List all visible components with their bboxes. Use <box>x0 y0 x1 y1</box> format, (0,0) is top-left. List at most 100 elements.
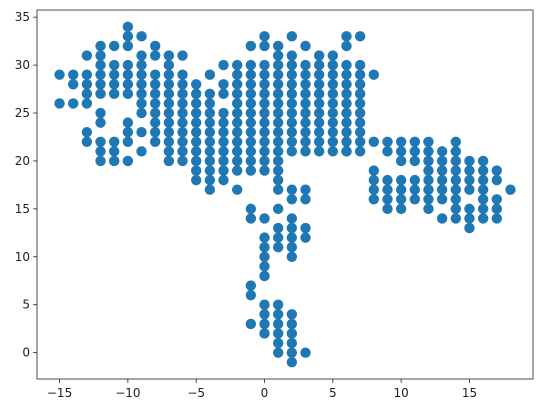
y-tick-label: 30 <box>15 58 30 72</box>
scatter-point <box>122 88 134 100</box>
scatter-point <box>409 155 421 167</box>
scatter-point <box>231 184 243 195</box>
x-tick-label: −5 <box>187 386 205 400</box>
scatter-point <box>218 88 229 100</box>
scatter-point <box>286 184 298 195</box>
scatter-point <box>122 59 134 71</box>
scatter-point <box>354 117 366 128</box>
scatter-point <box>245 107 257 119</box>
scatter-point <box>313 107 325 119</box>
scatter-point <box>245 79 257 90</box>
scatter-point <box>177 79 188 90</box>
scatter-point <box>231 69 243 80</box>
scatter-point <box>354 59 366 71</box>
scatter-point <box>272 40 284 52</box>
scatter-point <box>136 107 147 119</box>
scatter-point <box>190 127 202 138</box>
x-tick-label: 10 <box>394 386 409 400</box>
scatter-point <box>231 88 243 100</box>
scatter-point <box>190 165 202 176</box>
scatter-point <box>95 107 106 119</box>
scatter-point <box>136 146 147 157</box>
scatter-point <box>245 117 257 128</box>
scatter-point <box>245 136 257 147</box>
scatter-point <box>423 136 434 147</box>
scatter-point <box>259 309 270 320</box>
scatter-point <box>341 127 352 138</box>
scatter-point <box>259 69 270 80</box>
x-tick-label: 0 <box>261 386 269 400</box>
scatter-point <box>382 194 393 205</box>
scatter-point <box>341 79 352 90</box>
scatter-point <box>122 40 134 52</box>
scatter-point <box>464 165 475 176</box>
scatter-point <box>286 222 298 234</box>
scatter-point <box>190 155 202 167</box>
scatter-point <box>272 59 284 71</box>
scatter-point <box>341 59 352 71</box>
scatter-point <box>177 69 188 80</box>
scatter-point <box>231 117 243 128</box>
scatter-point <box>436 146 448 157</box>
scatter-point <box>149 79 161 90</box>
scatter-point <box>341 146 352 157</box>
scatter-point <box>341 98 352 109</box>
scatter-point <box>231 146 243 157</box>
scatter-point <box>327 127 339 138</box>
scatter-point <box>218 146 229 157</box>
scatter-point <box>190 174 202 186</box>
scatter-point <box>204 107 216 119</box>
scatter-point <box>491 165 502 176</box>
scatter-point <box>313 127 325 138</box>
scatter-point <box>300 184 311 195</box>
scatter-point <box>68 69 79 80</box>
scatter-point <box>450 184 461 195</box>
scatter-point <box>450 136 461 147</box>
scatter-point <box>81 79 93 90</box>
scatter-point <box>177 88 188 100</box>
scatter-point <box>245 146 257 157</box>
scatter-point <box>368 165 380 176</box>
scatter-point <box>109 136 120 147</box>
scatter-point <box>231 79 243 90</box>
scatter-point <box>136 59 147 71</box>
scatter-point <box>163 127 175 138</box>
scatter-point <box>272 107 284 119</box>
scatter-point <box>122 117 134 128</box>
scatter-point <box>436 165 448 176</box>
scatter-point <box>341 88 352 100</box>
scatter-point <box>54 69 65 80</box>
scatter-point <box>313 146 325 157</box>
scatter-point <box>122 136 134 147</box>
scatter-point <box>231 165 243 176</box>
scatter-point <box>204 165 216 176</box>
scatter-point <box>300 136 311 147</box>
scatter-point <box>272 155 284 167</box>
scatter-point <box>149 69 161 80</box>
scatter-point <box>272 184 284 195</box>
scatter-point <box>272 127 284 138</box>
scatter-point <box>259 251 270 262</box>
scatter-point <box>300 107 311 119</box>
scatter-point <box>286 347 298 358</box>
scatter-point <box>218 127 229 138</box>
scatter-point <box>477 184 489 195</box>
scatter-point <box>163 107 175 119</box>
scatter-point <box>245 280 257 291</box>
scatter-point <box>231 127 243 138</box>
scatter-point <box>327 107 339 119</box>
scatter-point <box>218 117 229 128</box>
scatter-point <box>313 98 325 109</box>
scatter-point <box>54 98 65 109</box>
scatter-point <box>395 155 407 167</box>
scatter-point <box>259 232 270 243</box>
scatter-point <box>423 184 434 195</box>
scatter-point <box>95 69 106 80</box>
scatter-point <box>122 31 134 42</box>
scatter-point <box>163 146 175 157</box>
scatter-point <box>409 146 421 157</box>
scatter-point <box>272 50 284 61</box>
scatter-point <box>477 155 489 167</box>
scatter-point <box>259 59 270 71</box>
scatter-point <box>300 79 311 90</box>
